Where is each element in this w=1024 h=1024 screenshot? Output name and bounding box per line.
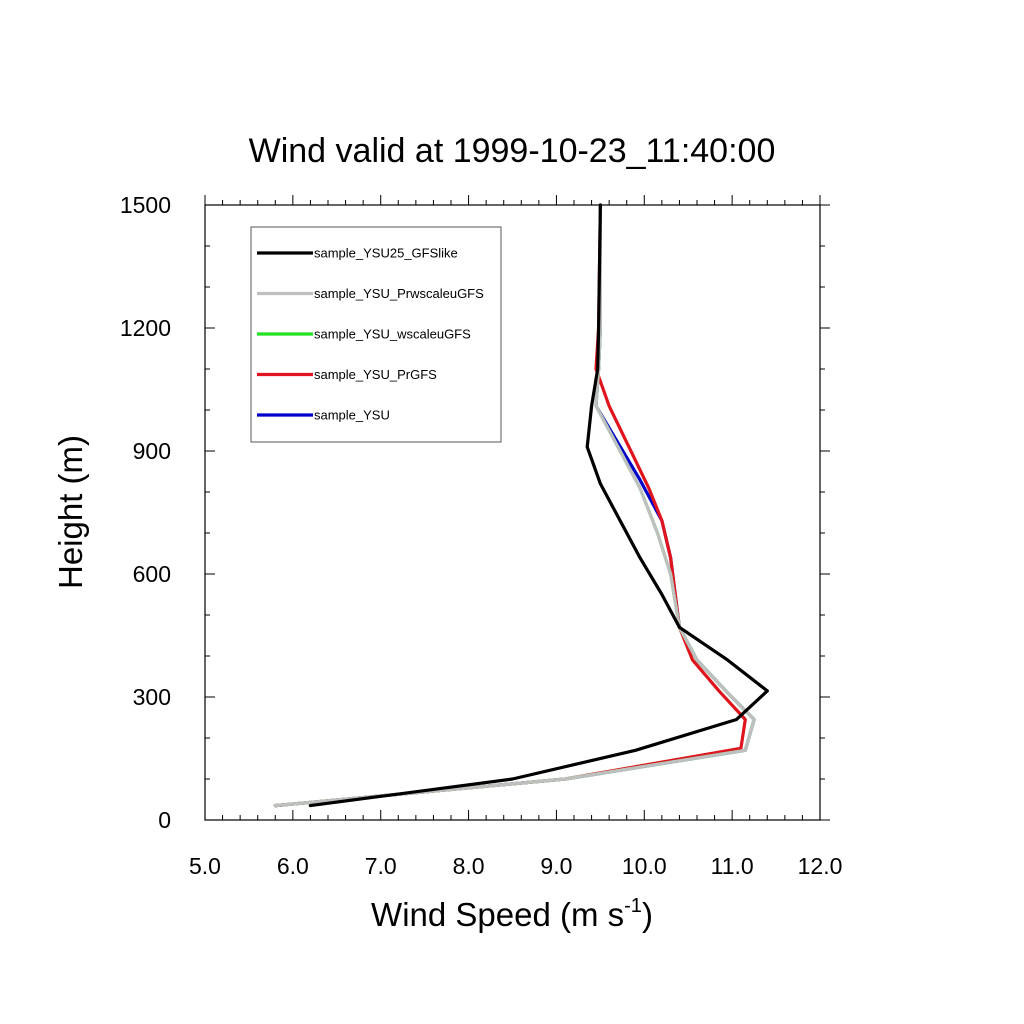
- x-tick-label: 8.0: [453, 853, 485, 879]
- y-tick-label: 600: [133, 561, 171, 587]
- y-tick-label: 1200: [120, 315, 171, 341]
- y-tick-label: 1500: [120, 192, 171, 218]
- tick-labels-layer: 5.0 6.0 7.0 8.0 9.0 10.0 11.0 12.0 0 300 600 900 120…: [120, 192, 843, 879]
- x-tick-label: 12.0: [798, 853, 843, 879]
- x-axis-title-suffix: ): [642, 896, 653, 933]
- legend-label: sample_YSU_wscaleuGFS: [314, 327, 471, 342]
- plot-frame: [204, 204, 821, 821]
- legend-label: sample_YSU_PrGFS: [314, 367, 437, 382]
- x-tick-label: 11.0: [711, 853, 754, 879]
- x-axis-title: Wind Speed (m s-1): [371, 895, 653, 933]
- x-tick-label: 5.0: [189, 853, 221, 879]
- y-tick-label: 900: [133, 438, 171, 464]
- x-tick-label: 7.0: [365, 853, 397, 879]
- chart-title: Wind valid at 1999-10-23_11:40:00: [249, 132, 776, 170]
- y-axis-title: Height (m): [52, 435, 89, 589]
- y-tick-label: 0: [158, 807, 171, 833]
- series-line-sample_YSU25_GFSlike: [308, 203, 769, 808]
- ticks-layer: [204, 195, 830, 821]
- x-tick-label: 10.0: [622, 853, 667, 879]
- legend-label: sample_YSU: [314, 408, 390, 423]
- legend-label: sample_YSU_PrwscaleuGFS: [314, 286, 484, 301]
- x-tick-label: 9.0: [540, 853, 572, 879]
- x-axis-title-main: Wind Speed (m s: [371, 896, 624, 933]
- y-tick-label: 300: [133, 684, 171, 710]
- x-axis-title-superscript: -1: [624, 895, 642, 917]
- x-tick-label: 6.0: [277, 853, 309, 879]
- legend: sample_YSU25_GFSlike sample_YSU_Prwscaleu…: [250, 226, 502, 443]
- legend-label: sample_YSU25_GFSlike: [314, 246, 458, 261]
- series-layer: [273, 203, 769, 808]
